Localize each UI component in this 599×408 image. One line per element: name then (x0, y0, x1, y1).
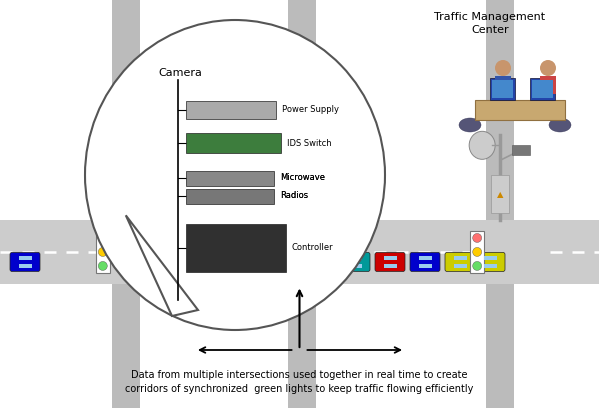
Bar (540, 76, 556, 94)
Text: ▲: ▲ (497, 190, 503, 199)
Ellipse shape (549, 118, 571, 132)
Bar (492, 80, 513, 98)
Ellipse shape (271, 131, 298, 159)
FancyBboxPatch shape (195, 253, 225, 271)
Circle shape (275, 233, 284, 242)
Circle shape (98, 247, 107, 257)
Bar (419, 264, 431, 268)
Text: ▲: ▲ (123, 190, 129, 199)
Circle shape (275, 247, 284, 257)
Bar (186, 224, 286, 272)
Bar (495, 76, 511, 94)
Text: Controller: Controller (292, 244, 334, 253)
FancyBboxPatch shape (410, 253, 440, 271)
Bar (112, 0, 140, 408)
Text: Data from multiple intersections used together in real time to create
corridors : Data from multiple intersections used to… (125, 370, 474, 394)
Bar (117, 175, 135, 213)
Bar (0, 220, 599, 284)
FancyBboxPatch shape (10, 253, 40, 271)
Bar (204, 256, 216, 260)
Bar (168, 256, 181, 260)
Bar (314, 145, 332, 155)
FancyBboxPatch shape (475, 253, 505, 271)
Bar (453, 256, 467, 260)
Bar (19, 256, 32, 260)
Circle shape (275, 262, 284, 271)
Bar (244, 264, 256, 268)
Circle shape (473, 233, 482, 242)
Bar (483, 264, 497, 268)
Bar (244, 256, 256, 260)
Bar (19, 264, 32, 268)
Bar (383, 264, 397, 268)
Bar (294, 175, 311, 213)
Ellipse shape (95, 131, 121, 159)
Bar (453, 264, 467, 268)
Bar (530, 78, 555, 100)
Bar (490, 78, 515, 100)
Circle shape (473, 262, 482, 271)
Ellipse shape (469, 131, 495, 159)
Bar (134, 264, 147, 268)
FancyBboxPatch shape (160, 253, 190, 271)
Text: Camera: Camera (158, 68, 202, 78)
Bar (486, 0, 514, 408)
Circle shape (98, 233, 107, 242)
Bar (168, 264, 181, 268)
Text: Radios: Radios (280, 191, 308, 200)
Circle shape (98, 262, 107, 271)
Bar (186, 101, 276, 119)
Bar (419, 256, 431, 260)
Bar (186, 133, 281, 153)
Bar (204, 264, 216, 268)
Bar (532, 80, 553, 98)
Circle shape (473, 247, 482, 257)
Text: Microwave: Microwave (280, 173, 325, 182)
Bar (349, 264, 362, 268)
Bar (279, 256, 292, 260)
Bar (491, 175, 509, 213)
Polygon shape (475, 100, 565, 120)
Text: Microwave: Microwave (280, 173, 325, 182)
Polygon shape (126, 215, 198, 316)
Bar (96, 231, 110, 273)
Bar (483, 256, 497, 260)
Ellipse shape (85, 20, 385, 330)
Bar (383, 256, 397, 260)
Bar (470, 231, 484, 273)
FancyBboxPatch shape (340, 253, 370, 271)
Bar (273, 231, 286, 273)
Bar (186, 188, 274, 204)
Text: Power Supply: Power Supply (282, 106, 339, 115)
Text: Radios: Radios (280, 191, 308, 200)
Bar (289, 0, 316, 408)
Circle shape (540, 60, 556, 76)
FancyBboxPatch shape (375, 253, 405, 271)
FancyBboxPatch shape (125, 253, 155, 271)
Text: Traffic Management
Center: Traffic Management Center (434, 12, 546, 35)
Ellipse shape (459, 118, 481, 132)
FancyBboxPatch shape (235, 253, 265, 271)
Bar (134, 256, 147, 260)
Bar (186, 171, 274, 186)
Text: IDS Switch: IDS Switch (287, 138, 332, 148)
FancyBboxPatch shape (445, 253, 475, 271)
Bar (279, 264, 292, 268)
Bar (349, 256, 362, 260)
Circle shape (495, 60, 511, 76)
Text: ▲: ▲ (300, 190, 305, 199)
Bar (138, 145, 156, 155)
FancyBboxPatch shape (270, 253, 300, 271)
Bar (512, 145, 530, 155)
